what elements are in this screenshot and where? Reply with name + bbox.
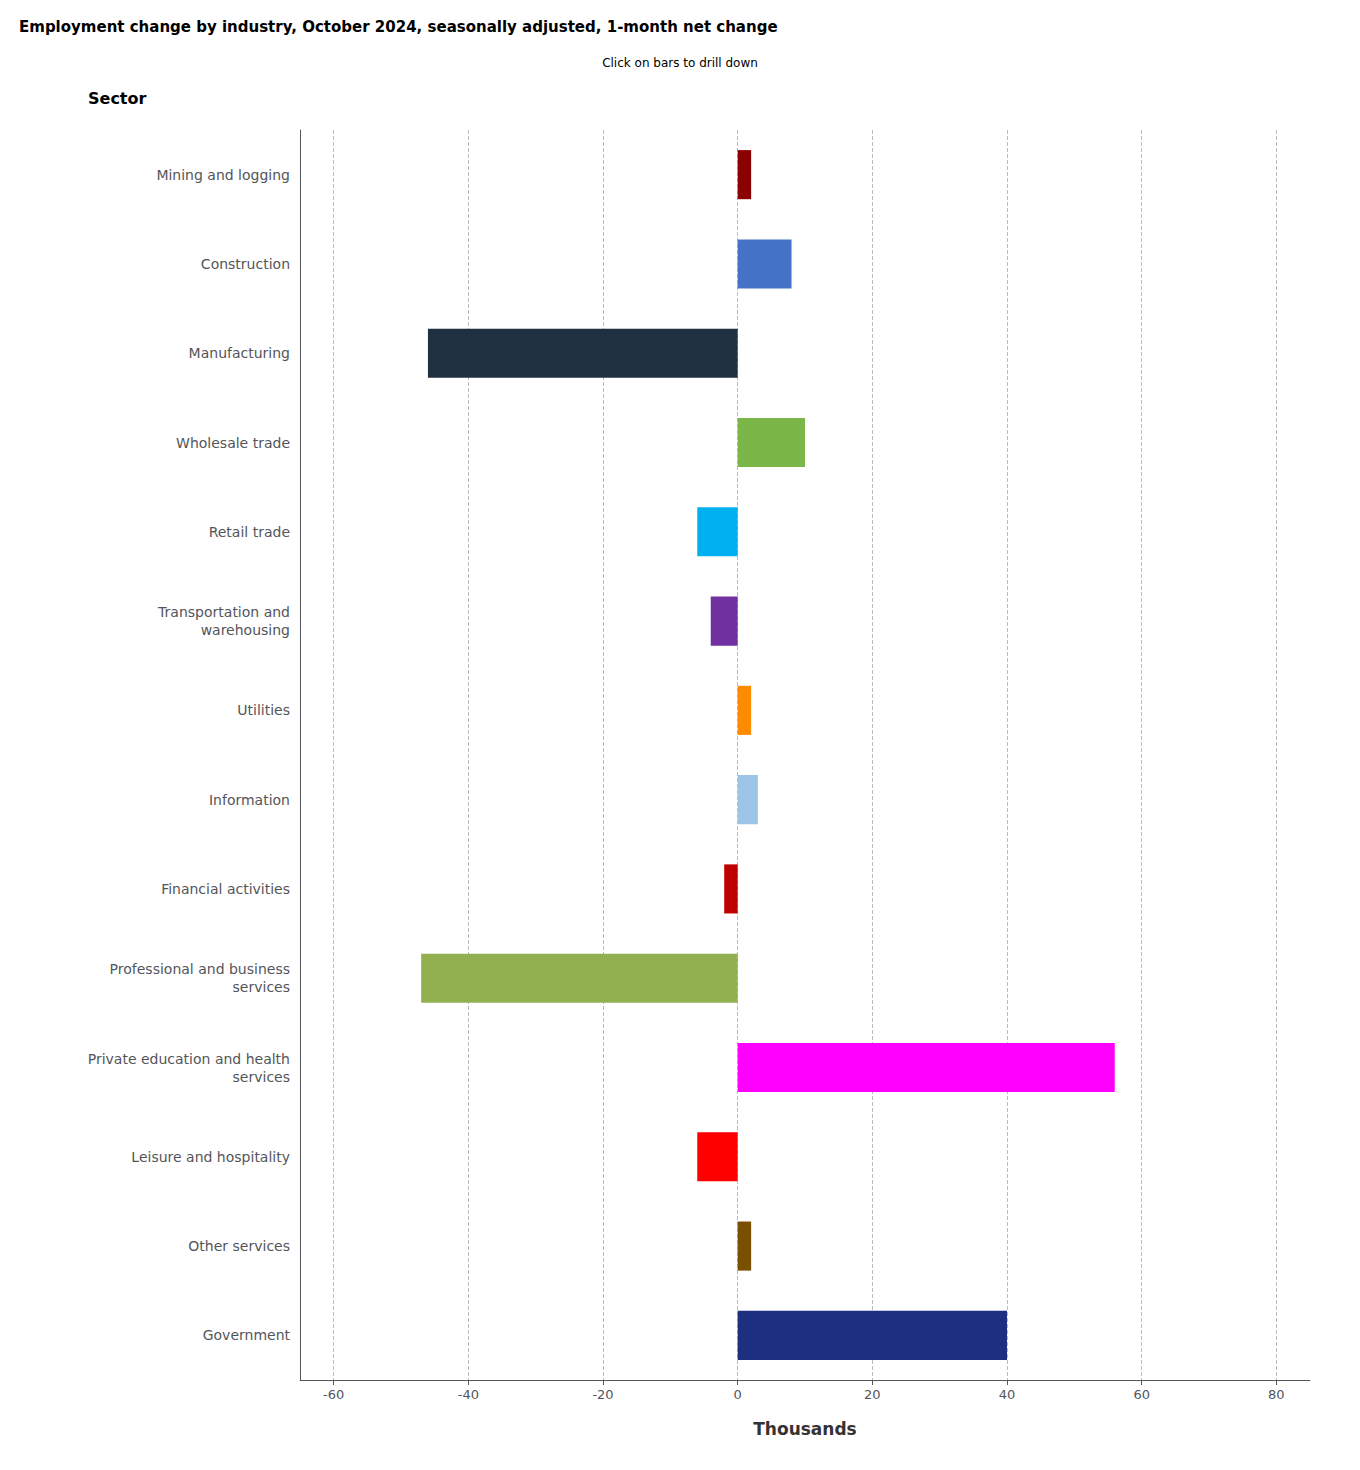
svg-text:Leisure and hospitality: Leisure and hospitality [131,1149,290,1165]
svg-text:services: services [233,1069,290,1085]
svg-text:Thousands: Thousands [753,1419,856,1439]
svg-text:40: 40 [999,1387,1016,1402]
svg-text:Wholesale trade: Wholesale trade [176,435,290,451]
svg-text:Sector: Sector [88,89,147,108]
svg-text:Financial activities: Financial activities [161,881,290,897]
svg-text:Mining and logging: Mining and logging [156,167,290,183]
svg-text:Manufacturing: Manufacturing [189,345,290,361]
svg-text:services: services [233,979,290,995]
svg-text:Government: Government [203,1327,291,1343]
svg-text:Private education and health: Private education and health [88,1051,290,1067]
svg-text:Construction: Construction [201,256,290,272]
svg-text:Information: Information [209,792,290,808]
svg-text:Transportation and: Transportation and [157,604,290,620]
svg-text:Utilities: Utilities [237,702,290,718]
svg-text:warehousing: warehousing [201,622,290,638]
svg-text:80: 80 [1268,1387,1285,1402]
svg-text:0: 0 [734,1387,742,1402]
svg-text:Click on bars to drill down: Click on bars to drill down [602,56,758,70]
svg-text:Other services: Other services [188,1238,290,1254]
svg-text:-20: -20 [592,1387,613,1402]
svg-text:-60: -60 [323,1387,344,1402]
svg-text:Professional and business: Professional and business [110,961,290,977]
svg-text:60: 60 [1133,1387,1150,1402]
svg-text:Retail trade: Retail trade [209,524,290,540]
svg-text:Employment change by industry,: Employment change by industry, October 2… [19,18,778,36]
svg-text:-40: -40 [458,1387,479,1402]
svg-text:20: 20 [864,1387,881,1402]
